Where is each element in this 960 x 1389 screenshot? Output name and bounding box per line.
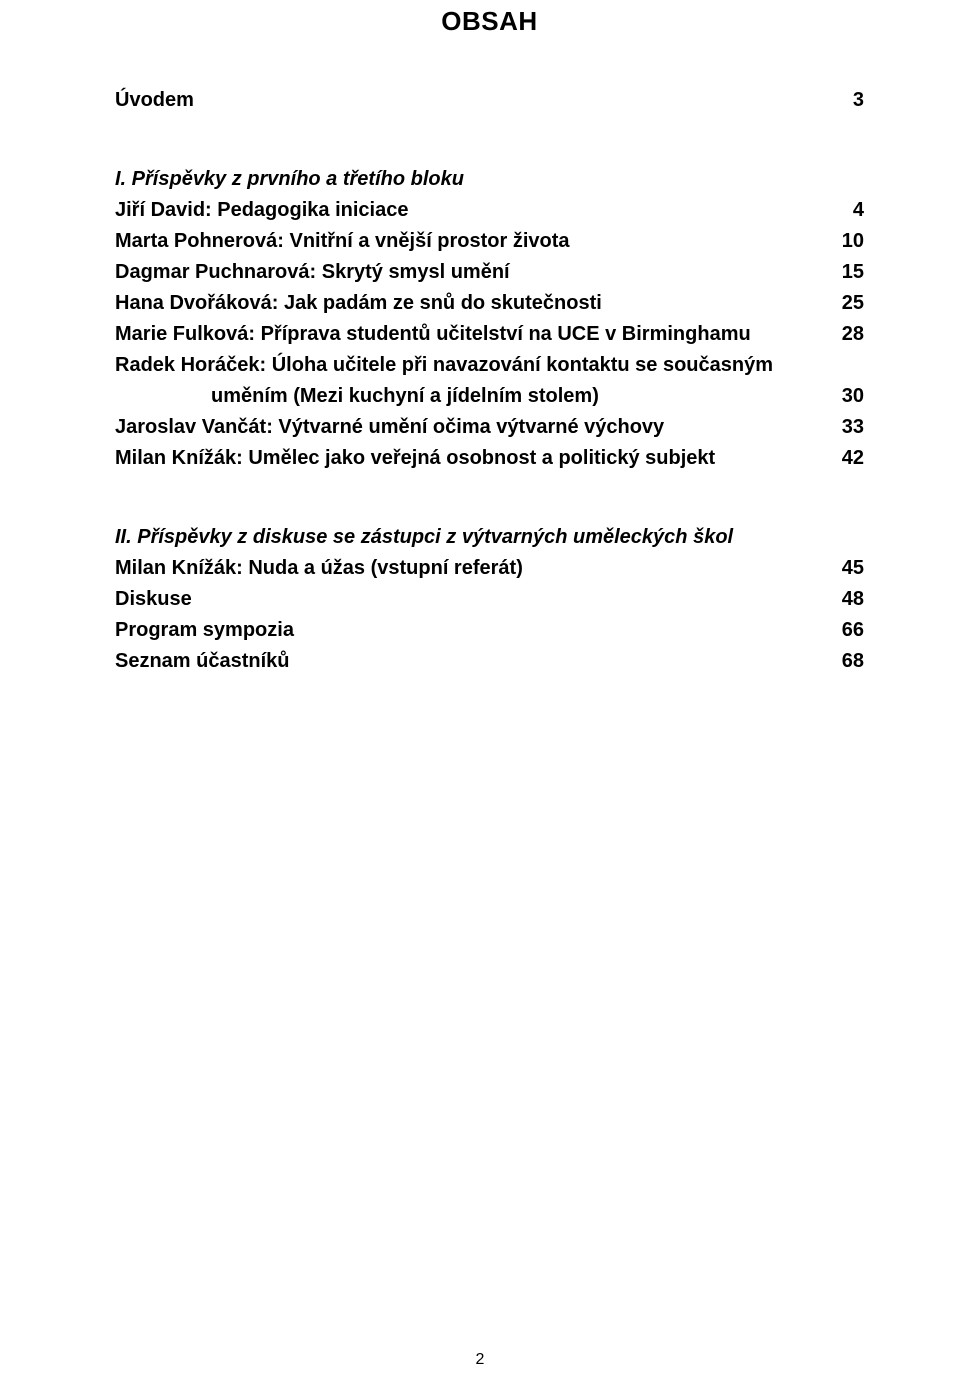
toc-label: Marie Fulková: Příprava studentů učitels… xyxy=(115,319,828,350)
toc-label: Hana Dvořáková: Jak padám ze snů do skut… xyxy=(115,288,828,319)
toc-intro-label: Úvodem xyxy=(115,85,828,116)
toc-row: Seznam účastníků 68 xyxy=(115,646,864,677)
toc-row: Jaroslav Vančát: Výtvarné umění očima vý… xyxy=(115,412,864,443)
document-title: OBSAH xyxy=(115,6,864,37)
toc-row: Milan Knížák: Umělec jako veřejná osobno… xyxy=(115,443,864,474)
toc-row: Hana Dvořáková: Jak padám ze snů do skut… xyxy=(115,288,864,319)
toc-row: Diskuse 48 xyxy=(115,584,864,615)
toc-row-multiline-b: uměním (Mezi kuchyní a jídelním stolem) … xyxy=(115,381,864,412)
toc-row: Marta Pohnerová: Vnitřní a vnější prosto… xyxy=(115,226,864,257)
toc-label: Dagmar Puchnarová: Skrytý smysl umění xyxy=(115,257,828,288)
toc-intro-line: Úvodem 3 xyxy=(115,85,864,116)
toc-page: 10 xyxy=(828,226,864,257)
page-number: 2 xyxy=(0,1351,960,1369)
toc-page: 4 xyxy=(828,195,864,226)
toc-page: 28 xyxy=(828,319,864,350)
toc-label: Seznam účastníků xyxy=(115,646,828,677)
toc-label: Diskuse xyxy=(115,584,828,615)
toc-page: 66 xyxy=(828,615,864,646)
section2-heading-label: II. Příspěvky z diskuse se zástupci z vý… xyxy=(115,522,864,553)
toc-label: Radek Horáček: Úloha učitele při navazov… xyxy=(115,350,864,381)
spacer xyxy=(115,116,864,164)
toc-label: Milan Knížák: Nuda a úžas (vstupní refer… xyxy=(115,553,828,584)
toc-row: Jiří David: Pedagogika iniciace 4 xyxy=(115,195,864,226)
toc-intro-page: 3 xyxy=(828,85,864,116)
toc-label: Marta Pohnerová: Vnitřní a vnější prosto… xyxy=(115,226,828,257)
toc-label: Jaroslav Vančát: Výtvarné umění očima vý… xyxy=(115,412,828,443)
section1-heading-label: I. Příspěvky z prvního a třetího bloku xyxy=(115,164,864,195)
section1-heading: I. Příspěvky z prvního a třetího bloku xyxy=(115,164,864,195)
toc-label-indented: uměním (Mezi kuchyní a jídelním stolem) xyxy=(115,381,828,412)
toc-page: 25 xyxy=(828,288,864,319)
toc-row: Dagmar Puchnarová: Skrytý smysl umění 15 xyxy=(115,257,864,288)
toc-label: Jiří David: Pedagogika iniciace xyxy=(115,195,828,226)
toc-row-multiline-a: Radek Horáček: Úloha učitele při navazov… xyxy=(115,350,864,381)
toc-row: Program sympozia 66 xyxy=(115,615,864,646)
toc-page: 30 xyxy=(828,381,864,412)
toc-page: 15 xyxy=(828,257,864,288)
toc-page: 42 xyxy=(828,443,864,474)
toc-label: Program sympozia xyxy=(115,615,828,646)
section2-heading: II. Příspěvky z diskuse se zástupci z vý… xyxy=(115,522,864,553)
toc-row: Marie Fulková: Příprava studentů učitels… xyxy=(115,319,864,350)
spacer xyxy=(115,474,864,522)
toc-label: Milan Knížák: Umělec jako veřejná osobno… xyxy=(115,443,828,474)
toc-page: 45 xyxy=(828,553,864,584)
page-container: OBSAH Úvodem 3 I. Příspěvky z prvního a … xyxy=(0,0,960,677)
toc-page: 33 xyxy=(828,412,864,443)
toc-page: 68 xyxy=(828,646,864,677)
toc-row: Milan Knížák: Nuda a úžas (vstupní refer… xyxy=(115,553,864,584)
toc-page: 48 xyxy=(828,584,864,615)
